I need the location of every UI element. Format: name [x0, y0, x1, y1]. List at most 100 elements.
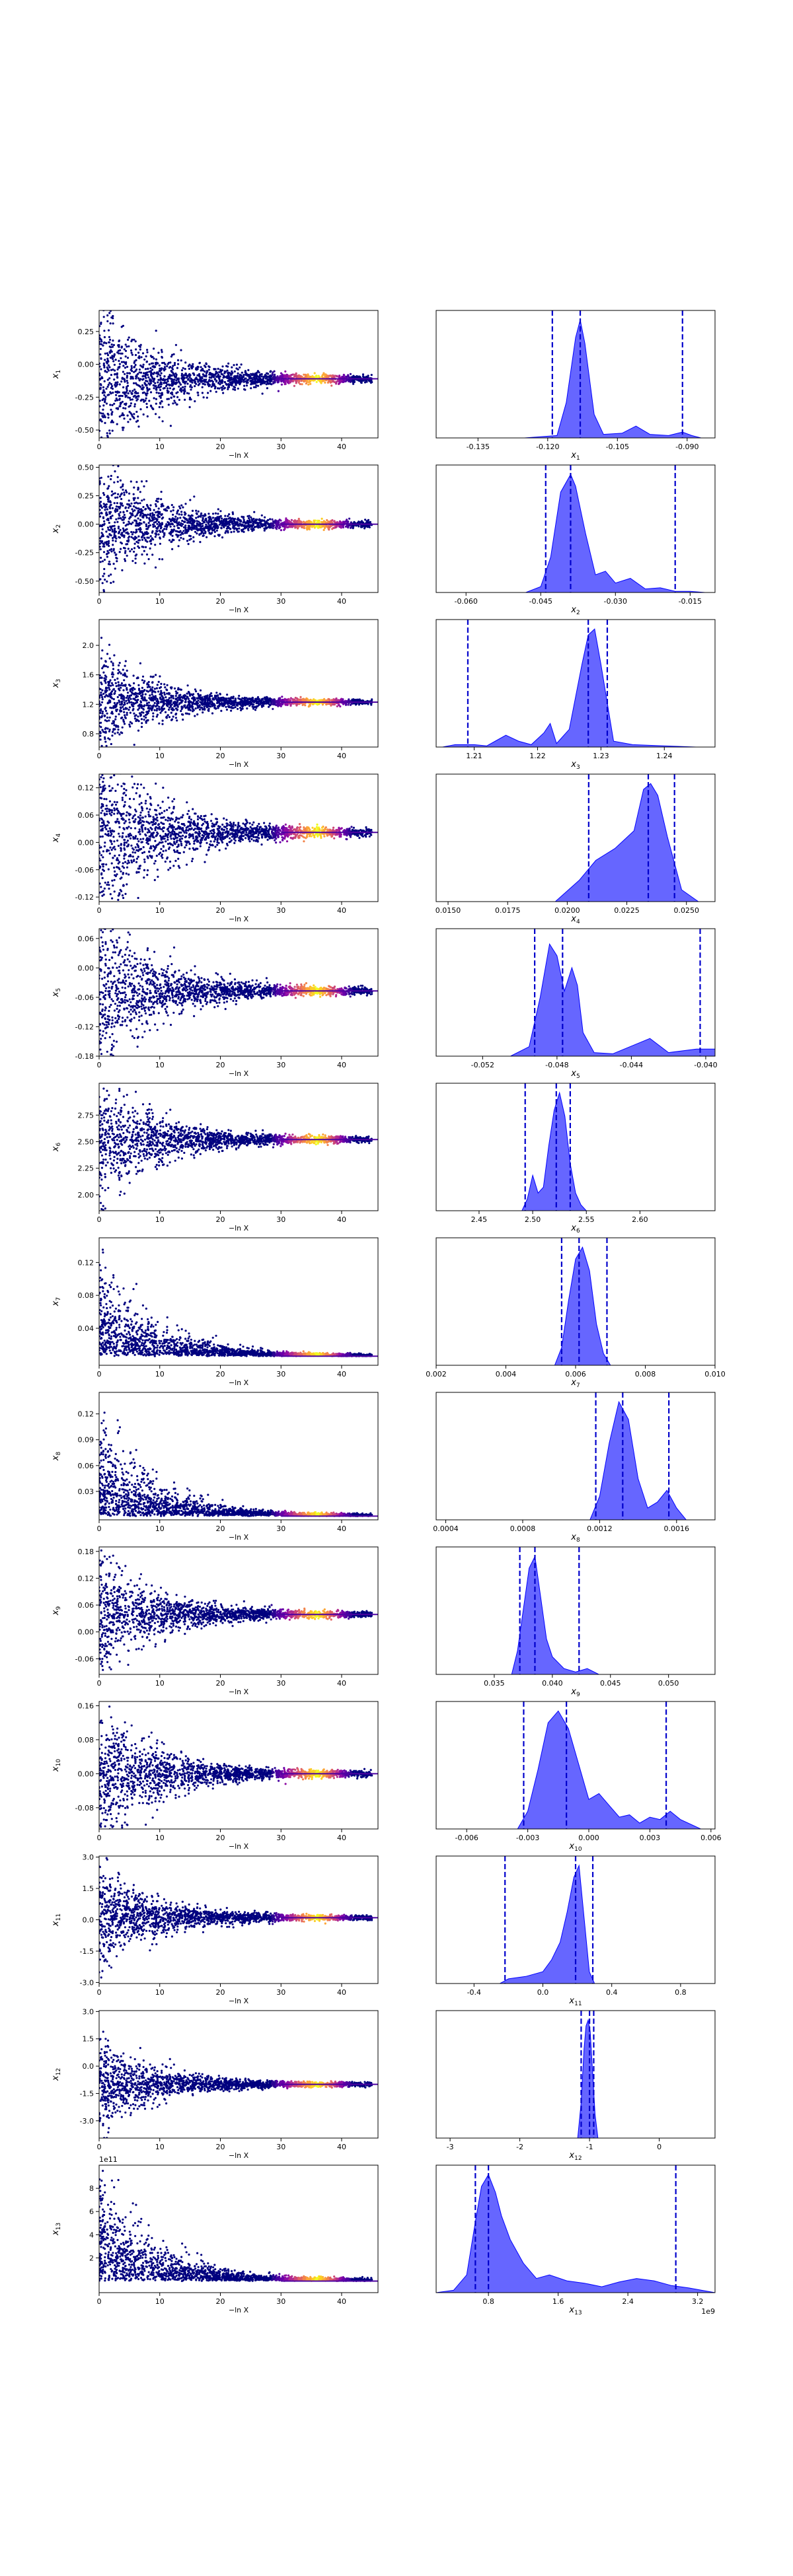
trace-point	[159, 527, 162, 530]
trace-point	[237, 697, 240, 699]
trace-point	[133, 502, 136, 505]
trace-point	[149, 686, 151, 688]
trace-point	[102, 316, 105, 318]
trace-point	[138, 707, 141, 709]
trace-point	[242, 517, 245, 519]
trace-point	[192, 528, 195, 530]
trace-point	[109, 322, 112, 325]
trace-point	[241, 528, 243, 531]
trace-point	[124, 552, 127, 554]
trace-point	[136, 419, 139, 422]
trace-point	[215, 519, 217, 522]
trace-point	[128, 396, 131, 400]
trace-point	[194, 400, 196, 403]
trace-point	[144, 382, 147, 386]
trace-point	[182, 526, 186, 529]
trace-point	[183, 390, 186, 394]
trace-point	[349, 373, 352, 375]
trace-point	[179, 383, 182, 386]
trace-point	[156, 704, 159, 707]
trace-point	[116, 368, 119, 371]
trace-point	[189, 379, 192, 382]
trace-point	[136, 522, 139, 525]
trace-point	[265, 700, 268, 703]
axes-frame	[98, 464, 379, 593]
trace-point	[110, 682, 113, 684]
trace-point	[106, 385, 109, 388]
trace-point	[114, 527, 116, 530]
trace-point	[246, 519, 249, 522]
trace-point	[316, 525, 319, 528]
trace-point	[141, 686, 143, 689]
trace-point	[116, 399, 119, 402]
trace-point	[139, 348, 141, 351]
trace-point	[191, 365, 194, 368]
trace-point	[246, 524, 248, 527]
trace-point	[125, 394, 128, 397]
trace-point	[148, 388, 151, 390]
trace-point	[344, 380, 348, 382]
trace-point	[108, 682, 110, 685]
trace-point	[141, 388, 144, 391]
trace-point	[132, 510, 134, 513]
trace-point	[342, 526, 345, 529]
trace-point	[121, 519, 124, 521]
trace-point	[354, 376, 356, 378]
trace-point	[136, 395, 139, 398]
trace-point	[126, 372, 129, 375]
trace-point	[104, 731, 107, 734]
trace-point	[235, 521, 238, 524]
trace-point	[106, 357, 109, 360]
trace-point	[110, 386, 112, 389]
trace-point	[180, 709, 182, 713]
trace-point	[133, 499, 135, 501]
trace-point	[197, 384, 200, 386]
trace-point	[166, 389, 169, 392]
trace-point	[248, 520, 250, 523]
trace-point	[180, 536, 182, 539]
trace-point	[102, 575, 104, 577]
trace-point	[283, 528, 286, 530]
trace-point	[180, 504, 183, 507]
trace-point	[129, 690, 132, 692]
trace-point	[145, 355, 147, 358]
trace-point	[213, 378, 216, 381]
trace-point	[159, 381, 162, 384]
trace-point	[172, 387, 175, 390]
trace-point	[115, 518, 118, 520]
trace-point	[141, 365, 144, 368]
trace-point	[133, 361, 135, 365]
trace-point	[298, 524, 301, 528]
trace-point	[130, 536, 133, 538]
trace-point	[106, 495, 108, 499]
trace-point	[198, 361, 201, 364]
trace-point	[182, 532, 184, 535]
trace-point	[352, 382, 355, 385]
trace-point	[194, 530, 197, 533]
trace-point	[203, 378, 206, 381]
trace-point	[106, 366, 108, 369]
trace-point	[223, 387, 225, 390]
trace-point	[250, 387, 252, 390]
trace-point	[120, 414, 123, 417]
trace-point	[129, 390, 132, 392]
trace-point	[99, 374, 101, 376]
trace-point	[210, 528, 213, 530]
trace-point	[111, 429, 114, 432]
trace-point	[156, 713, 159, 716]
trace-point	[188, 406, 191, 409]
trace-point	[109, 608, 111, 610]
trace-point	[121, 400, 124, 403]
trace-point	[113, 701, 116, 704]
trace-point	[182, 381, 185, 384]
trace-point	[219, 383, 221, 386]
trace-point	[108, 351, 111, 354]
trace-point	[195, 690, 198, 693]
trace-point	[133, 388, 136, 391]
trace-point	[201, 386, 204, 388]
trace-point	[285, 379, 287, 382]
trace-point	[147, 374, 149, 376]
trace-point	[308, 520, 311, 522]
trace-point	[145, 376, 147, 379]
